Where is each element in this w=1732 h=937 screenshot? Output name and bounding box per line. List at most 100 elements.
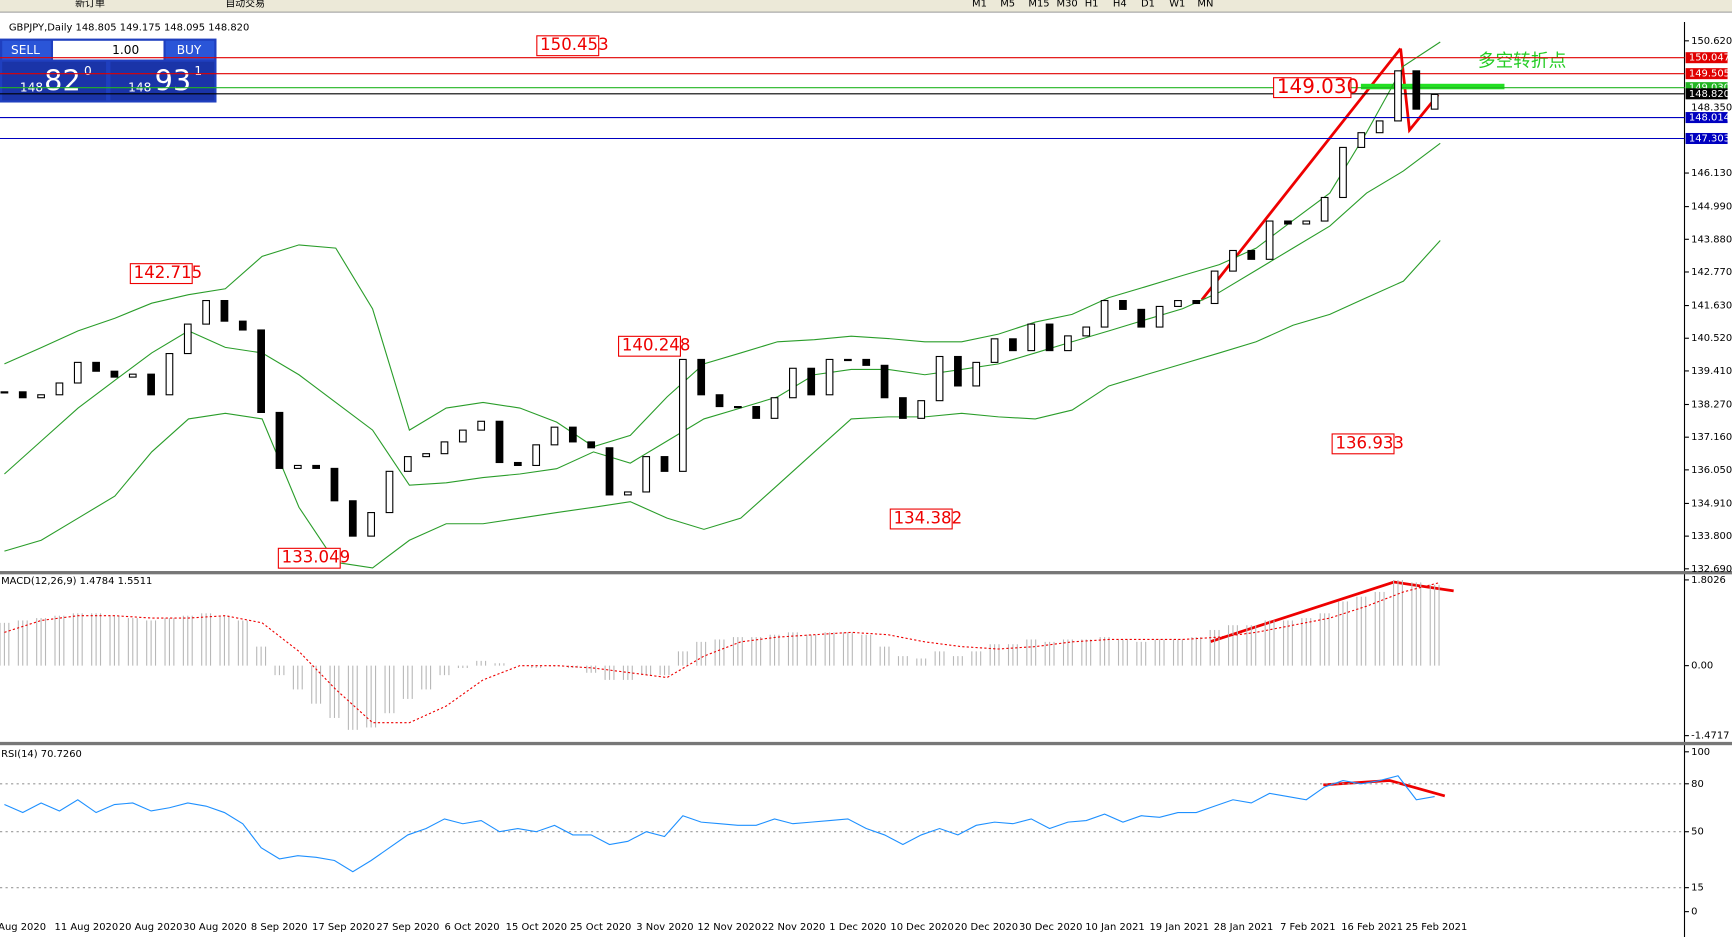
- timeframe: M15: [1028, 0, 1049, 9]
- timeframe: MN: [1197, 0, 1213, 9]
- candle: [293, 464, 302, 469]
- x-tick-label: 15 Oct 2020: [506, 922, 567, 933]
- timeframe: W1: [1169, 0, 1185, 9]
- candle: [1339, 146, 1347, 199]
- candle: [92, 361, 100, 372]
- candle: [532, 444, 541, 467]
- y-tick-label: 132.690: [1691, 564, 1732, 575]
- y-tick-label: 137.160: [1691, 432, 1732, 443]
- candle: [385, 470, 394, 514]
- y-tick-label: 0: [1691, 907, 1697, 918]
- candle: [972, 361, 981, 387]
- toolbar: [0, 0, 1732, 13]
- candle: [147, 373, 155, 396]
- candle: [1210, 270, 1219, 305]
- lots[interactable]: 1.00: [112, 43, 139, 57]
- candle: [1247, 249, 1256, 260]
- candle: [1119, 299, 1127, 310]
- candle: [257, 329, 265, 413]
- candle: [605, 447, 614, 496]
- x-tick-label: 10 Jan 2021: [1085, 922, 1145, 933]
- y-tick-label: 140.520: [1691, 333, 1732, 344]
- candle: [422, 453, 431, 458]
- price-tag-label: 148.014: [1689, 113, 1730, 124]
- x-tick-label: 30 Aug 2020: [183, 922, 247, 933]
- candle: [477, 420, 486, 431]
- timeframe: M30: [1057, 0, 1078, 9]
- candle: [899, 397, 907, 419]
- candle: [1284, 220, 1292, 225]
- candle: [238, 320, 247, 331]
- candle: [990, 338, 999, 363]
- candle: [587, 441, 596, 449]
- price-tag-label: 149.030: [1689, 83, 1730, 94]
- candle: [1394, 70, 1402, 122]
- annotation-box: [1273, 77, 1352, 99]
- x-tick-label: 3 Nov 2020: [636, 922, 693, 933]
- turning-line: [1360, 83, 1505, 90]
- y-tick-label: 1.8026: [1691, 575, 1726, 586]
- sell-button[interactable]: [2, 40, 51, 60]
- candle: [55, 382, 64, 396]
- y-tick-label: 136.050: [1691, 465, 1732, 476]
- x-tick-label: 12 Nov 2020: [697, 922, 761, 933]
- rsi-line: [4, 775, 1435, 873]
- price-tag-label: 149.505: [1689, 69, 1730, 80]
- annotation: 149.030: [1277, 75, 1359, 98]
- price-tag: [1685, 52, 1728, 64]
- x-tick-label: 25 Feb 2021: [1406, 922, 1468, 933]
- candle: [220, 299, 229, 322]
- price-tag: [1685, 68, 1728, 80]
- timeframe: M1: [972, 0, 987, 9]
- candle: [734, 406, 742, 409]
- annotation: 140.248: [622, 336, 691, 355]
- x-tick-label: 7 Feb 2021: [1280, 922, 1335, 933]
- candle: [807, 367, 816, 396]
- candle: [880, 364, 889, 399]
- new-order[interactable]: 新订单: [75, 0, 105, 9]
- x-tick-label: 8 Sep 2020: [251, 922, 308, 933]
- y-tick-label: 0.00: [1691, 661, 1713, 672]
- candle: [1302, 220, 1311, 225]
- candle: [312, 464, 321, 469]
- y-tick-label: 142.770: [1691, 267, 1732, 278]
- auto-trade[interactable]: 自动交易: [225, 0, 265, 9]
- y-tick-label: 100: [1691, 747, 1710, 758]
- candle: [715, 394, 724, 408]
- bollinger-band: [4, 41, 1441, 448]
- candle: [348, 500, 357, 537]
- candle: [568, 426, 577, 443]
- candle: [1265, 220, 1274, 260]
- lots-input[interactable]: [53, 40, 164, 60]
- candle: [770, 397, 779, 419]
- y-tick-label: 146.130: [1691, 168, 1732, 179]
- buy-button[interactable]: [165, 40, 215, 60]
- candle: [202, 299, 210, 325]
- arrow: [1323, 779, 1446, 798]
- x-tick-label: Aug 2020: [0, 922, 46, 933]
- candle: [954, 355, 962, 387]
- candle: [495, 420, 504, 464]
- trade-panel: SELL 1.00 BUY 148 82 0 148 93 1: [0, 38, 217, 103]
- annotation-box: [536, 35, 600, 57]
- candle: [844, 358, 852, 362]
- candle: [330, 467, 339, 502]
- x-tick-label: 27 Sep 2020: [376, 922, 439, 933]
- timeframe: H1: [1085, 0, 1099, 9]
- panel-separator: [0, 571, 1732, 575]
- sell-label[interactable]: SELL: [11, 43, 40, 57]
- candle: [1375, 120, 1384, 134]
- candle: [1155, 305, 1164, 328]
- candle: [110, 370, 119, 378]
- y-tick-label: 50: [1691, 827, 1704, 838]
- candle: [1045, 323, 1054, 352]
- candle: [1192, 299, 1201, 305]
- x-tick-label: 30 Dec 2020: [1019, 922, 1082, 933]
- buy-pips: 93: [155, 64, 192, 98]
- x-tick-label: 6 Oct 2020: [445, 922, 500, 933]
- buy-label[interactable]: BUY: [177, 43, 202, 57]
- y-tick-label: 143.880: [1691, 234, 1732, 245]
- rsi-title: RSI(14) 70.7260: [1, 749, 82, 760]
- y-tick-label: 15: [1691, 883, 1704, 894]
- annotation-box: [1331, 433, 1395, 455]
